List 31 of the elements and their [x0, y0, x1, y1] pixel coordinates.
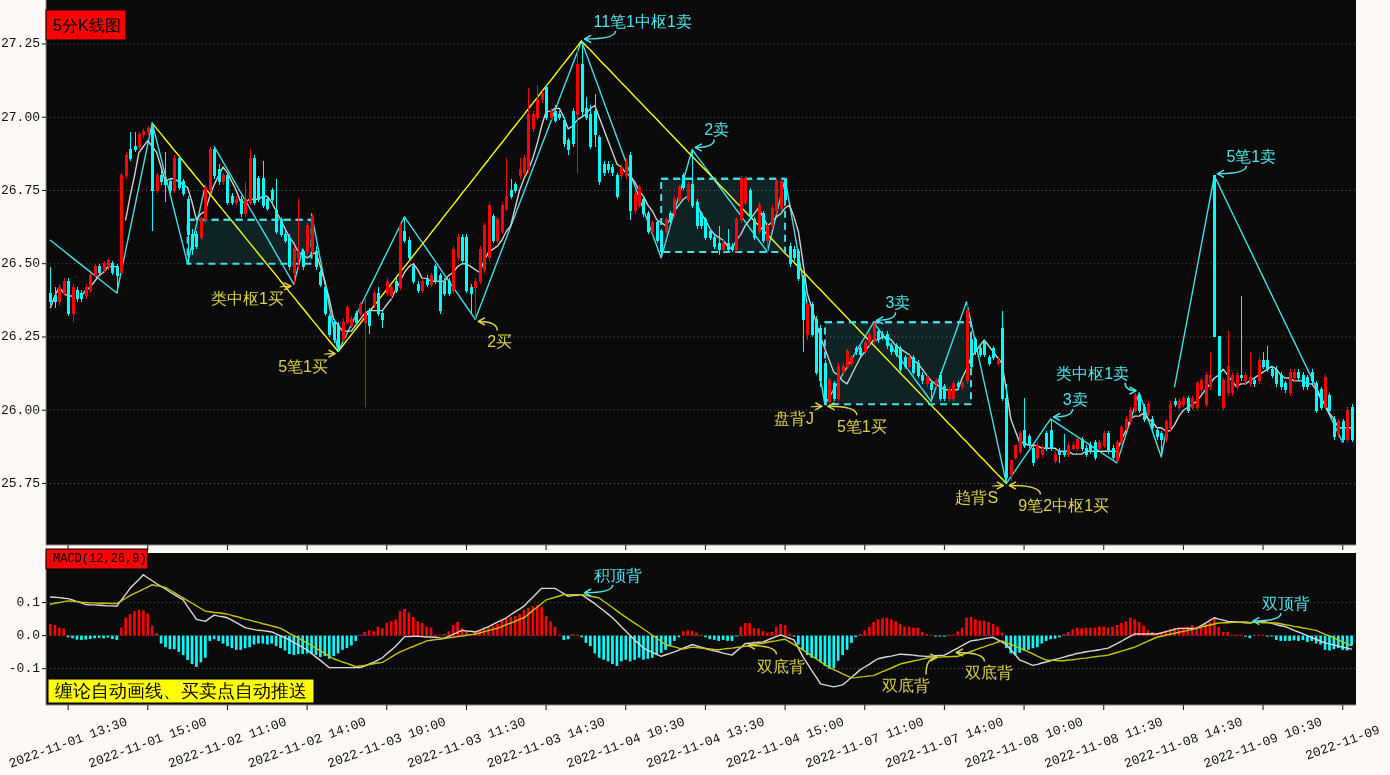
annotation: 盘背J [773, 410, 814, 428]
annotation: 双顶背 [1261, 595, 1310, 613]
y-tick-label: 27.00 [0, 109, 40, 125]
y-tick-label: 25.75 [0, 475, 40, 491]
annotation: 缠论自动画线、买卖点自动推送 [55, 681, 307, 701]
annotation: 类中枢1卖 [1056, 364, 1130, 382]
y-tick-label: -0.1 [8, 661, 41, 677]
annotation: 11笔1中枢1卖 [593, 13, 692, 31]
y-tick-label: 26.00 [0, 402, 40, 418]
annotation: 双底背 [965, 664, 1014, 682]
y-tick-label: 26.50 [0, 256, 40, 272]
annotation: 5笔1买 [278, 357, 328, 375]
annotation: 类中枢1买 [210, 290, 284, 308]
text: 5分K线图 [53, 16, 121, 34]
y-tick-label: 27.25 [0, 36, 40, 52]
annotation: 趋背S [955, 489, 999, 507]
annotation: 双底背 [757, 657, 806, 675]
y-tick-label: 0.0 [16, 628, 40, 644]
annotation: 9笔2中枢1买 [1018, 497, 1110, 515]
annotation: 双底背 [881, 677, 930, 695]
y-tick-label: 26.75 [0, 182, 40, 198]
annotation: 3卖 [1062, 391, 1088, 409]
chart-title: MACD(12,26,9) [53, 552, 147, 566]
annotation: 2买 [487, 333, 513, 351]
annotation: 5笔1卖 [1226, 147, 1277, 165]
y-tick-label: 0.1 [16, 595, 41, 611]
annotation: 积顶背 [593, 566, 642, 584]
annotation: 2卖 [704, 121, 730, 139]
y-tick-label: 26.25 [0, 329, 40, 345]
annotation: 5笔1买 [836, 418, 887, 436]
annotation: 3卖 [885, 294, 911, 312]
